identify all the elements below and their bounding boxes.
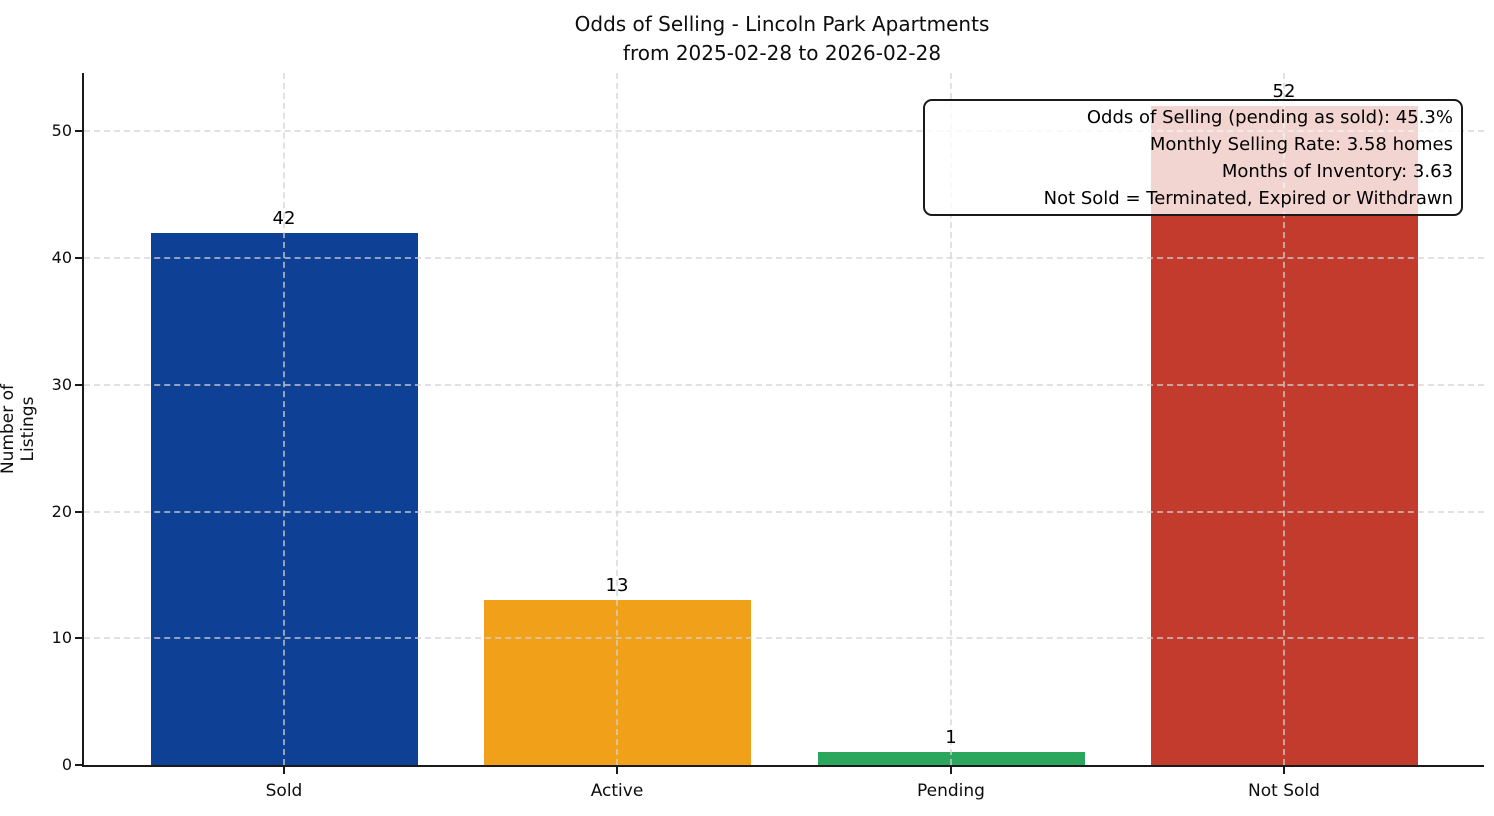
x-tick-mark-not-sold <box>1283 767 1285 774</box>
annotation-line-months-inventory: Months of Inventory: 3.63 <box>1221 161 1453 182</box>
y-tick-mark-0 <box>75 764 82 766</box>
annotation-line-monthly-rate: Monthly Selling Rate: 3.58 homes <box>1149 134 1453 155</box>
grid-line-v-not-sold <box>1283 73 1285 765</box>
y-tick-label-20: 20 <box>51 502 72 521</box>
x-tick-label-active: Active <box>590 781 644 801</box>
y-tick-label-10: 10 <box>51 628 72 647</box>
y-tick-label-30: 30 <box>51 375 72 394</box>
bar-value-label-active: 13 <box>605 575 629 596</box>
bar-value-label-sold: 42 <box>272 208 296 229</box>
plot-area: 42 13 1 52 0 10 20 30 40 50 Sold Active Pending Not … <box>52 73 1484 801</box>
y-axis-label: Number of Listings <box>0 383 38 475</box>
chart-title-line2: from 2025-02-28 to 2026-02-28 <box>622 41 942 65</box>
bar-value-label-pending: 1 <box>945 727 957 748</box>
x-tick-label-pending: Pending <box>917 781 985 801</box>
annotation-box: Odds of Selling (pending as sold): 45.3%… <box>923 99 1463 216</box>
y-tick-mark-20 <box>75 511 82 513</box>
annotation-line-odds: Odds of Selling (pending as sold): 45.3% <box>1086 107 1453 128</box>
grid-line-v-pending <box>950 73 952 765</box>
chart-title: Odds of Selling - Lincoln Park Apartment… <box>82 10 1482 68</box>
annotation-line-not-sold-definition: Not Sold = Terminated, Expired or Withdr… <box>1043 188 1453 209</box>
x-tick-label-not-sold: Not Sold <box>1248 781 1320 801</box>
x-tick-mark-sold <box>283 767 285 774</box>
y-tick-mark-30 <box>75 384 82 386</box>
grid-line-h-30 <box>84 384 1484 386</box>
grid-line-v-active <box>616 73 618 765</box>
grid-line-v-sold <box>283 73 285 765</box>
y-tick-label-50: 50 <box>51 121 72 140</box>
y-tick-mark-40 <box>75 257 82 259</box>
x-tick-mark-pending <box>950 767 952 774</box>
x-tick-label-sold: Sold <box>265 781 303 801</box>
y-tick-label-0: 0 <box>61 755 72 774</box>
grid-line-h-50 <box>84 130 1484 132</box>
chart-title-line1: Odds of Selling - Lincoln Park Apartment… <box>574 12 990 36</box>
y-tick-mark-50 <box>75 130 82 132</box>
y-tick-mark-10 <box>75 637 82 639</box>
y-tick-label-40: 40 <box>51 248 72 267</box>
x-tick-mark-active <box>616 767 618 774</box>
grid-line-h-20 <box>84 511 1484 513</box>
grid-line-h-10 <box>84 637 1484 639</box>
bar-value-label-not-sold: 52 <box>1272 81 1296 102</box>
grid-line-h-40 <box>84 257 1484 259</box>
